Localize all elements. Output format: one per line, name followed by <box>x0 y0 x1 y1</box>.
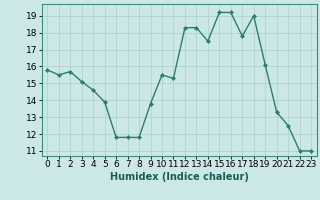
X-axis label: Humidex (Indice chaleur): Humidex (Indice chaleur) <box>110 172 249 182</box>
